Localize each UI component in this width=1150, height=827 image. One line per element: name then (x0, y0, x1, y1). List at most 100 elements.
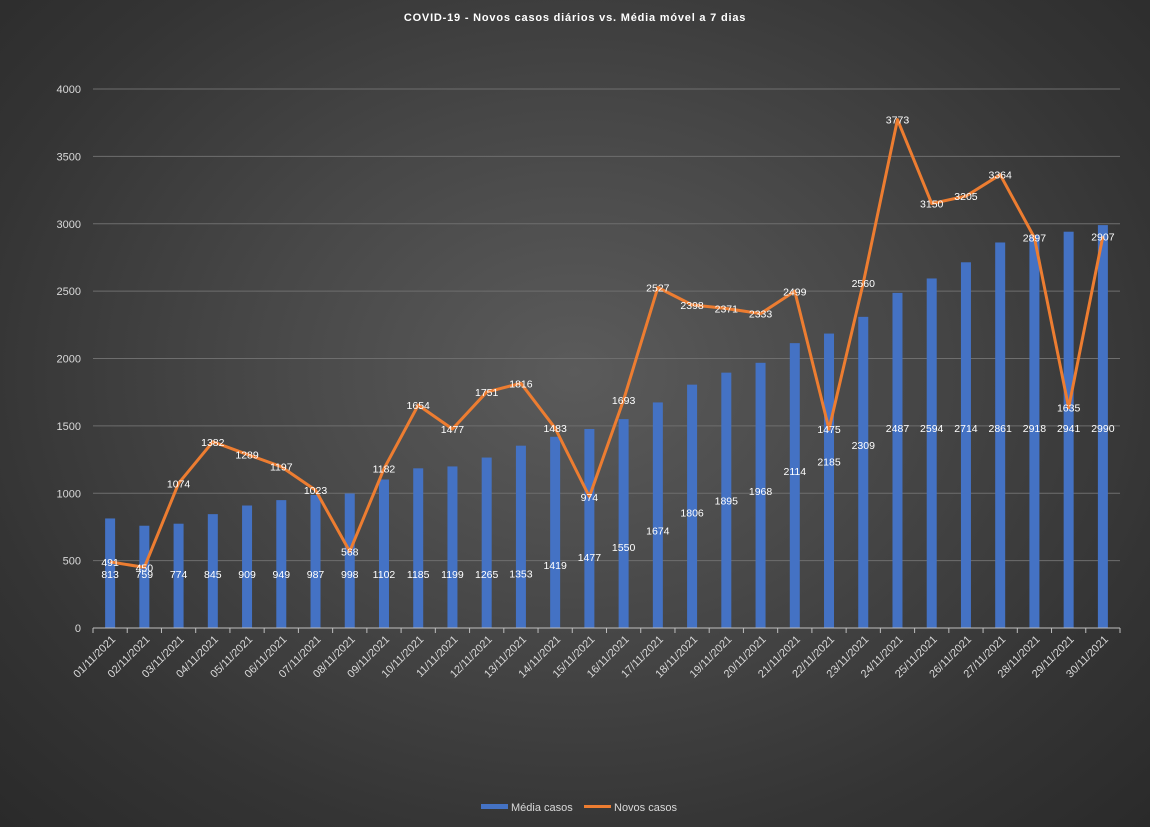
bar-data-label: 1419 (543, 560, 567, 572)
bar-data-label: 1895 (715, 496, 739, 508)
bar (652, 402, 663, 628)
bar (618, 419, 629, 628)
bar (310, 495, 321, 628)
line-data-label: 1074 (167, 478, 191, 490)
bar (413, 468, 424, 628)
line-data-label: 1483 (543, 423, 567, 435)
gridlines (93, 88, 1120, 562)
bar (1063, 231, 1074, 628)
line-data-label: 1475 (817, 424, 841, 436)
bar-data-label: 1353 (509, 569, 533, 581)
bar-data-label: 2487 (886, 423, 910, 435)
bar (789, 343, 800, 628)
bar (1097, 225, 1108, 628)
bar-data-label: 1806 (680, 508, 704, 520)
line-data-label: 3773 (886, 115, 910, 127)
bar-data-label: 813 (101, 569, 119, 581)
bar (960, 262, 971, 628)
legend-label-line: Novos casos (614, 802, 677, 814)
chart-title: COVID-19 - Novos casos diários vs. Média… (404, 12, 746, 24)
x-axis: 01/11/202102/11/202103/11/202104/11/2021… (71, 627, 1121, 680)
bar-data-label: 1477 (578, 552, 602, 564)
bar (447, 466, 458, 628)
bar-data-label: 2114 (783, 466, 806, 478)
bar (515, 445, 526, 628)
line-data-label: 1635 (1057, 403, 1081, 415)
line-data-label: 2560 (852, 278, 876, 290)
line-data-label: 2499 (783, 286, 807, 298)
legend: Média casos Novos casos (481, 802, 677, 814)
legend-swatch-bar (481, 804, 508, 809)
bar (105, 518, 116, 628)
bar-data-label: 1550 (612, 542, 636, 554)
bar (276, 500, 287, 628)
bar (344, 493, 355, 628)
line-series-novos: 491 450 1074 1382 1289 1197 1023 568 1182 1654 147… (101, 115, 1114, 575)
bar-data-label: 2918 (1023, 423, 1047, 435)
line-data-label: 3150 (920, 199, 944, 211)
legend-label-bar: Média casos (511, 802, 573, 814)
y-tick-label: 4000 (57, 84, 81, 96)
bar-data-label: 1199 (441, 569, 464, 581)
bar (584, 428, 595, 628)
bar-data-label: 2714 (954, 423, 978, 435)
line-data-label: 1654 (407, 400, 431, 412)
y-tick-label: 3500 (57, 151, 81, 163)
line-data-label: 1382 (201, 437, 225, 449)
line-data-label: 568 (341, 546, 359, 558)
bar-data-label: 2990 (1091, 423, 1115, 435)
line-data-label: 1751 (475, 387, 499, 399)
y-tick-label: 1500 (57, 421, 81, 433)
bar-data-label: 909 (238, 569, 256, 581)
line-data-label: 2897 (1023, 233, 1047, 245)
line-data-label: 450 (136, 562, 154, 574)
bar-data-label: 759 (136, 569, 154, 581)
y-tick-label: 0 (75, 623, 81, 635)
line-data-label: 1023 (304, 485, 328, 497)
bar (242, 505, 253, 628)
bar (378, 479, 389, 628)
bar (721, 372, 732, 628)
bar-data-label: 987 (307, 569, 325, 581)
line-data-label: 1289 (235, 449, 259, 461)
line-data-label: 3205 (954, 191, 978, 203)
bar (139, 525, 150, 628)
bar (892, 292, 903, 628)
line-data-label: 2398 (680, 300, 704, 312)
bar (173, 523, 184, 628)
bar-data-label: 1185 (407, 569, 430, 581)
bar (858, 316, 869, 628)
bar-data-label: 2185 (817, 457, 841, 469)
bar (481, 457, 492, 628)
bar-data-label: 2309 (852, 440, 876, 452)
line-data-label: 2527 (646, 282, 670, 294)
line-data-label: 3364 (989, 170, 1013, 182)
line-data-label: 1197 (270, 462, 293, 474)
bar-data-label: 998 (341, 569, 359, 581)
bar-data-label: 2861 (989, 423, 1013, 435)
y-tick-label: 2500 (57, 286, 81, 298)
bar (755, 362, 766, 628)
bar (550, 436, 561, 628)
line-data-label: 1816 (509, 378, 533, 390)
bar-data-label: 1968 (749, 486, 773, 498)
line-data-label: 2907 (1091, 231, 1115, 243)
bar (207, 514, 218, 628)
bar (824, 333, 835, 628)
y-tick-label: 1000 (57, 488, 81, 500)
line-data-label: 2333 (749, 309, 773, 321)
line-data-label: 1693 (612, 395, 636, 407)
bar (995, 242, 1006, 628)
bar-series-media: 813 759 774 845 909 949 987 998 1102 1185 1199 1265… (101, 225, 1115, 628)
line-data-label: 974 (581, 492, 599, 504)
bar-data-label: 1102 (373, 569, 396, 581)
y-tick-label: 3000 (57, 219, 81, 231)
y-tick-label: 2000 (57, 354, 81, 366)
bar-data-label: 845 (204, 569, 222, 581)
series-line (109, 118, 1105, 569)
bar (926, 278, 937, 628)
bar-data-label: 774 (170, 569, 188, 581)
bar (687, 384, 698, 628)
bar-data-label: 1674 (646, 525, 670, 537)
